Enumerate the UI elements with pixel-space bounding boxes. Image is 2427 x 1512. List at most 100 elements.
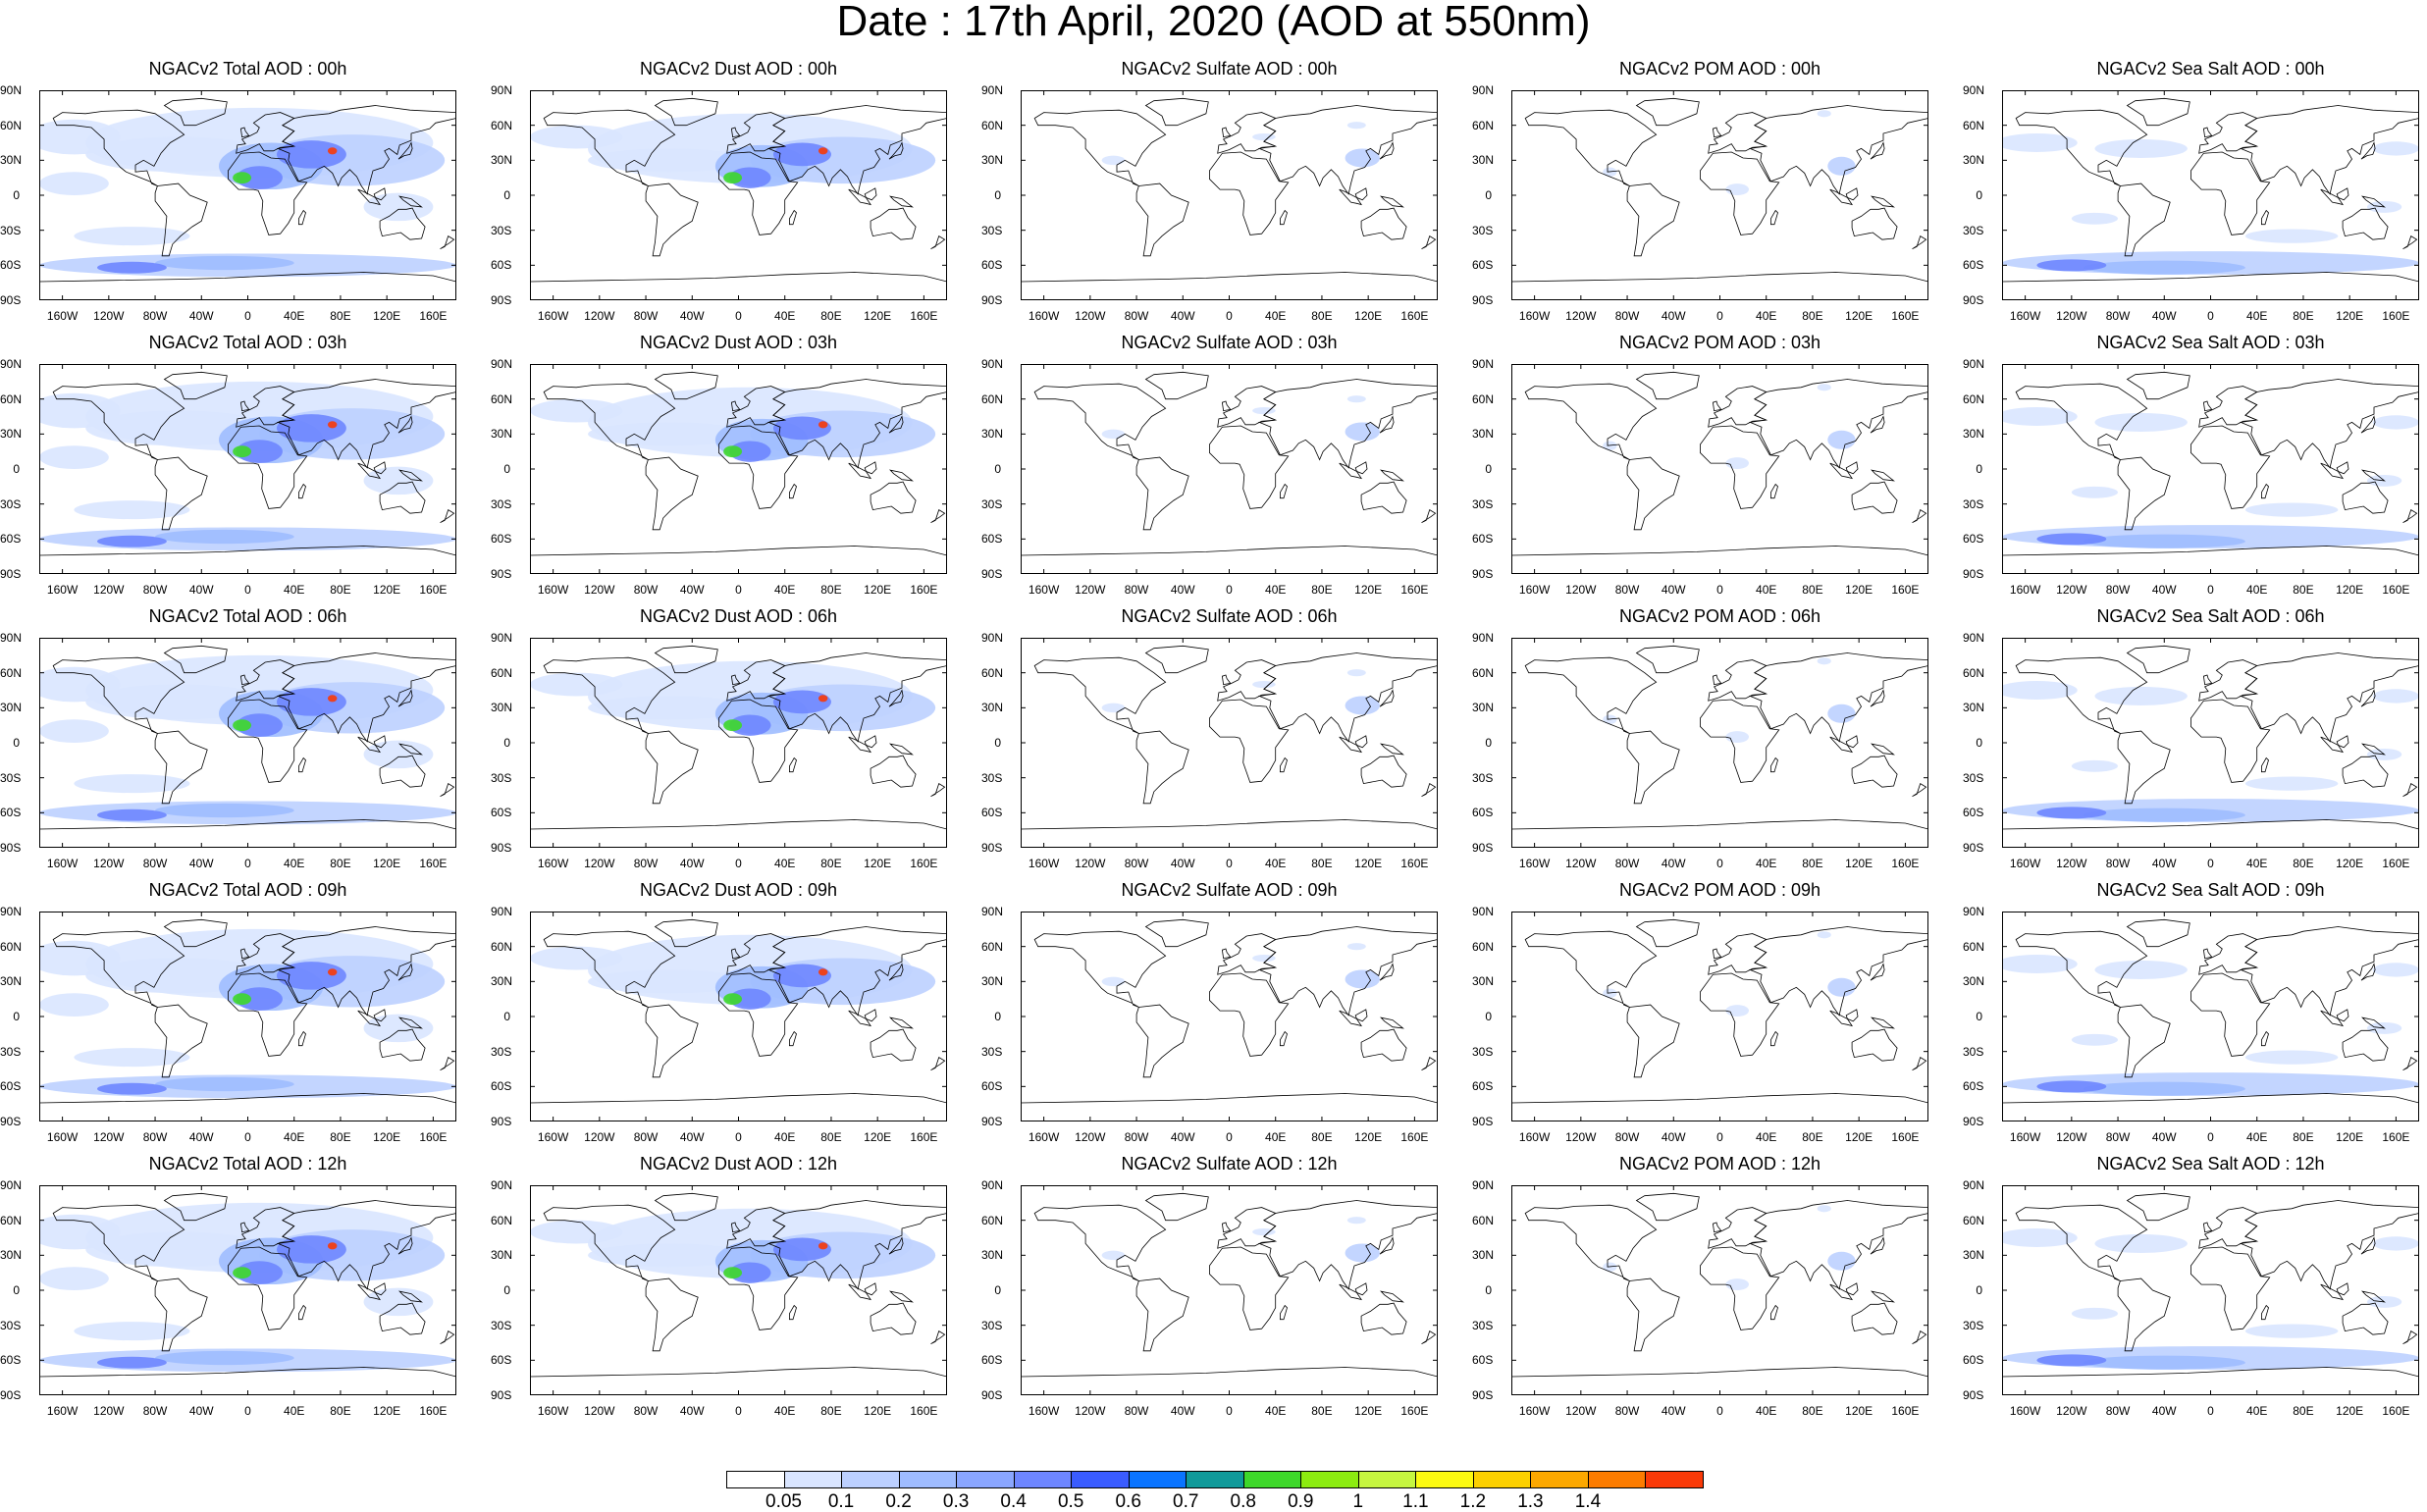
map-panel-pom-09h: NGACv2 POM AOD : 09h 90N 60N 30N 0 30S 60S 90S 1… bbox=[1472, 880, 1938, 1151]
coastline bbox=[398, 1017, 423, 1029]
lat-axis-labels: 90N 60N 30N 0 30S 60S 90S bbox=[491, 882, 550, 1151]
coastline bbox=[2190, 972, 2271, 1057]
coastline bbox=[1626, 1277, 1680, 1352]
map-plot bbox=[1021, 364, 1438, 574]
lat-tick-label: 90S bbox=[1963, 567, 1984, 581]
aod-field-region bbox=[1346, 122, 1366, 130]
coastline bbox=[398, 469, 423, 482]
coastline bbox=[1379, 689, 1395, 707]
coastline bbox=[1769, 1304, 1778, 1321]
coastline bbox=[1712, 674, 1722, 686]
aod-field-region bbox=[2372, 415, 2419, 430]
lat-tick-label: 60N bbox=[0, 665, 23, 680]
aod-field-region bbox=[729, 988, 771, 1010]
aod-field-region bbox=[530, 398, 623, 423]
coastline bbox=[1421, 782, 1437, 798]
coastline bbox=[530, 272, 947, 300]
coastline bbox=[1354, 1282, 1368, 1296]
colorbar-swatch bbox=[1357, 1471, 1417, 1488]
lon-tick-label: 0 bbox=[2207, 857, 2214, 870]
coastline bbox=[52, 1204, 185, 1281]
coastline bbox=[848, 188, 872, 206]
colorbar-swatch bbox=[1530, 1471, 1589, 1488]
coastline bbox=[2320, 462, 2345, 480]
lat-axis-labels: 90N 60N 30N 0 30S 60S 90S bbox=[1963, 335, 2022, 603]
lat-tick-label: 90N bbox=[0, 631, 23, 645]
aod-field-region bbox=[1345, 696, 1380, 715]
coastline bbox=[1208, 151, 1290, 235]
lon-tick-label: 120E bbox=[373, 857, 401, 870]
lon-tick-label: 80W bbox=[1614, 309, 1640, 323]
coastline bbox=[1712, 400, 1722, 412]
lon-tick-label: 160E bbox=[2382, 1130, 2410, 1144]
panel-title: NGACv2 Total AOD : 06h bbox=[148, 606, 347, 626]
aod-field-region bbox=[588, 148, 751, 173]
lon-tick-label: 40W bbox=[188, 857, 214, 870]
lon-tick-label: 80W bbox=[633, 309, 659, 323]
coastline bbox=[1021, 1367, 1438, 1395]
lat-tick-label: 60S bbox=[981, 258, 1003, 273]
coastline bbox=[2360, 1236, 2376, 1255]
aod-field-region bbox=[233, 719, 252, 732]
lon-tick-label: 120W bbox=[584, 1130, 615, 1144]
map-plot bbox=[530, 1185, 947, 1395]
coastline bbox=[1208, 425, 1290, 509]
coastline bbox=[717, 425, 799, 509]
lon-tick-label: 0 bbox=[735, 309, 742, 323]
coastline bbox=[1626, 1004, 1680, 1078]
coastline bbox=[2320, 188, 2345, 206]
coastline bbox=[2260, 483, 2269, 499]
coastline bbox=[163, 645, 228, 674]
lon-tick-label: 80E bbox=[1311, 1404, 1333, 1418]
lat-tick-label: 0 bbox=[1976, 1283, 1982, 1297]
coastline bbox=[1845, 1009, 1859, 1022]
lon-tick-label: 120E bbox=[2336, 309, 2364, 323]
lon-tick-label: 120W bbox=[93, 583, 125, 597]
lon-tick-label: 40W bbox=[188, 309, 214, 323]
coastline bbox=[888, 963, 904, 981]
colorbar-swatch bbox=[783, 1471, 843, 1488]
lat-tick-label: 90S bbox=[981, 567, 1003, 581]
coastline bbox=[2002, 546, 2419, 574]
panel-title: NGACv2 Sulfate AOD : 03h bbox=[1121, 333, 1338, 352]
coastline bbox=[357, 1010, 382, 1027]
lon-tick-label: 80W bbox=[1614, 1130, 1640, 1144]
lat-tick-label: 30S bbox=[491, 223, 512, 237]
coastline bbox=[1380, 1290, 1404, 1303]
lon-tick-label: 80E bbox=[1311, 857, 1333, 870]
lon-tick-label: 120W bbox=[584, 309, 615, 323]
lat-tick-label: 0 bbox=[1485, 1283, 1492, 1297]
lon-tick-label: 120E bbox=[1845, 583, 1873, 597]
coastline bbox=[357, 1283, 382, 1301]
lon-tick-label: 120W bbox=[93, 1130, 125, 1144]
lon-tick-label: 120W bbox=[1075, 583, 1106, 597]
lon-tick-label: 80W bbox=[1614, 1404, 1640, 1418]
coastline bbox=[870, 1302, 917, 1335]
coastline bbox=[1851, 755, 1898, 788]
coastline bbox=[1871, 743, 1895, 756]
lon-tick-label: 0 bbox=[1226, 857, 1233, 870]
coastline bbox=[1354, 187, 1368, 201]
lon-tick-label: 0 bbox=[2207, 1404, 2214, 1418]
lon-tick-label: 40E bbox=[1756, 1130, 1777, 1144]
colorbar-label: 0.5 bbox=[1057, 1491, 1084, 1512]
lon-tick-label: 40E bbox=[774, 583, 796, 597]
coastline bbox=[1208, 699, 1290, 783]
lon-tick-label: 120W bbox=[93, 857, 125, 870]
colorbar-swatch bbox=[1300, 1471, 1359, 1488]
panel-title: NGACv2 Dust AOD : 06h bbox=[639, 606, 838, 626]
lat-tick-label: 90S bbox=[0, 1115, 22, 1128]
lat-tick-label: 90S bbox=[491, 841, 512, 855]
lat-tick-label: 60S bbox=[981, 806, 1003, 820]
lon-tick-label: 120E bbox=[864, 1404, 892, 1418]
lat-axis-labels: 90N 60N 30N 0 30S 60S 90S bbox=[1963, 61, 2022, 330]
coastline bbox=[373, 1009, 387, 1022]
aod-field-region bbox=[1252, 132, 1276, 141]
lon-tick-label: 40W bbox=[679, 1404, 705, 1418]
coastline bbox=[373, 735, 387, 749]
lon-tick-label: 40W bbox=[188, 583, 214, 597]
panel-title: NGACv2 POM AOD : 09h bbox=[1618, 880, 1821, 900]
lon-tick-label: 40W bbox=[679, 309, 705, 323]
lon-tick-label: 40E bbox=[1756, 309, 1777, 323]
map-panel-total-06h: NGACv2 Total AOD : 06h 90N 60N 30N 0 30S 60S 90… bbox=[0, 606, 466, 877]
